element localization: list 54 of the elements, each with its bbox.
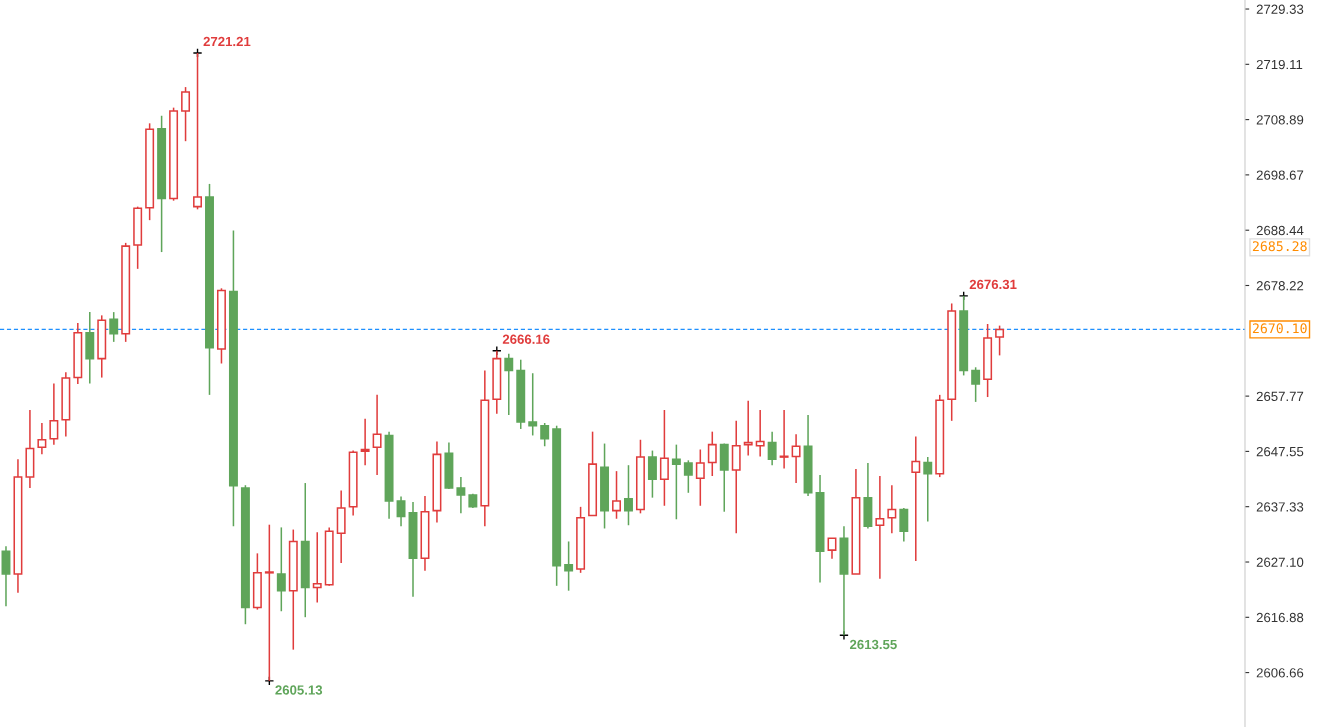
candlestick	[49, 382, 59, 446]
candlestick	[923, 456, 933, 523]
candlestick	[181, 86, 191, 142]
candlestick	[827, 537, 837, 560]
y-tick-label: 2729.33	[1256, 4, 1304, 14]
y-tick-label: 2657.77	[1256, 391, 1304, 402]
candlestick	[109, 311, 119, 343]
candlestick	[360, 417, 370, 466]
candlestick	[456, 476, 466, 515]
candlestick	[791, 433, 801, 484]
candlestick	[767, 430, 777, 466]
candlestick	[671, 443, 681, 521]
candlestick	[899, 507, 909, 543]
candlestick	[707, 430, 717, 477]
candlestick	[372, 394, 382, 476]
y-tick-label: 2688.44	[1256, 225, 1304, 236]
candlestick	[1, 545, 11, 608]
y-tick-label: 2708.89	[1256, 115, 1304, 125]
y-tick-label: 2637.33	[1256, 502, 1304, 512]
candlestick	[911, 435, 921, 562]
text: 2685.28	[1252, 241, 1307, 252]
candlestick	[995, 324, 1005, 357]
candlestick	[659, 409, 669, 507]
candlestick	[528, 372, 538, 437]
candlestick	[564, 540, 574, 592]
candlestick	[647, 449, 657, 499]
annotation: 2605.13	[275, 685, 323, 695]
annotation: 2613.55	[849, 639, 897, 650]
candlestick	[695, 448, 705, 507]
candlestick	[971, 366, 981, 403]
candlestick	[755, 409, 765, 458]
candlestick	[779, 409, 789, 470]
y-tick-label: 2627.10	[1256, 557, 1304, 567]
y-tick-label: 2616.88	[1256, 612, 1304, 623]
candlestick	[887, 484, 897, 535]
candlestick	[540, 422, 550, 448]
annotation: 2666.16	[502, 334, 550, 344]
candlestick	[624, 464, 633, 527]
y-tick-label: 2698.67	[1256, 170, 1304, 180]
candlestick	[276, 526, 286, 613]
y-tick-label: 2606.66	[1256, 668, 1304, 678]
candlestick	[612, 470, 621, 520]
y-tick-label: 2647.55	[1256, 446, 1304, 457]
candlestick	[875, 475, 885, 580]
ref-line-label: 2670.10	[1252, 323, 1307, 334]
candlestick	[396, 495, 406, 528]
candlestick	[37, 422, 47, 456]
candlestick	[683, 459, 693, 494]
candlestick	[312, 531, 322, 604]
annotation: 2721.21	[203, 36, 251, 47]
annotation: 2676.31	[969, 279, 1017, 290]
y-tick-label: 2719.11	[1256, 59, 1303, 70]
y-tick-label: 2678.22	[1256, 281, 1304, 291]
candlestick	[504, 352, 514, 416]
